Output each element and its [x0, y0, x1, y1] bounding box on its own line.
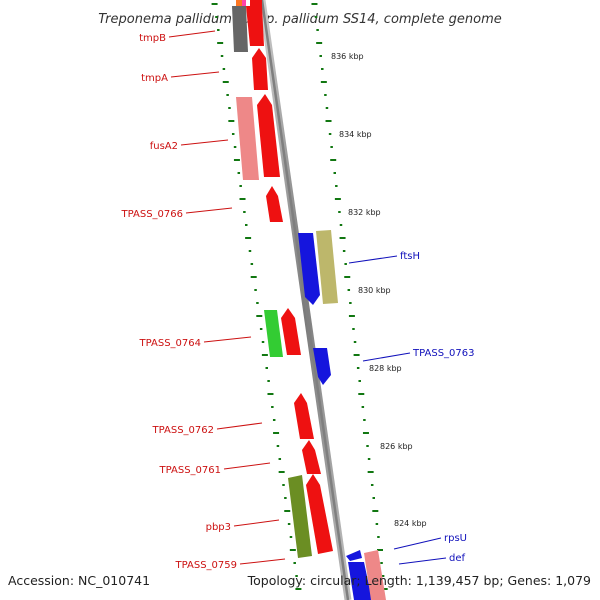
- leader-TPASS_0761: [223, 462, 271, 470]
- edge-feature-red: [250, 0, 262, 7]
- gene-tmpA[interactable]: [252, 48, 268, 90]
- gene-TPASS_0766[interactable]: [266, 186, 283, 222]
- gene-TPASS_0762[interactable]: [294, 393, 314, 439]
- scale-label-824: 824 kbp: [394, 519, 427, 528]
- scale-labels: 836 kbp 834 kbp 832 kbp 830 kbp 828 kbp …: [331, 52, 427, 528]
- leader-fusA2: [180, 139, 229, 146]
- label-TPASS_0762[interactable]: TPASS_0762: [152, 425, 214, 436]
- leader-pbp3: [233, 519, 280, 527]
- gene-TPASS_0763[interactable]: [313, 348, 331, 385]
- label-pbp3[interactable]: pbp3: [206, 522, 231, 533]
- right-tick-track: [311, 3, 388, 590]
- gene-fusA2[interactable]: [257, 94, 280, 177]
- gene-pbp3[interactable]: [306, 474, 333, 554]
- leader-def: [398, 557, 447, 565]
- label-TPASS_0759[interactable]: TPASS_0759: [175, 560, 237, 571]
- gene-TPASS_0764-light[interactable]: [264, 310, 283, 357]
- leader-rpsU: [393, 537, 442, 550]
- scale-label-836: 836 kbp: [331, 52, 364, 61]
- gene-ftsH-light[interactable]: [316, 230, 338, 304]
- gene-pbp3-light[interactable]: [288, 475, 312, 558]
- genome-stats-text: Topology: circular; Length: 1,139,457 bp…: [247, 573, 591, 588]
- scale-label-832: 832 kbp: [348, 208, 381, 217]
- label-leaders: [168, 30, 447, 565]
- label-TPASS_0763[interactable]: TPASS_0763: [412, 348, 474, 359]
- gene-TPASS_0761[interactable]: [302, 440, 321, 474]
- gene-features: [232, 6, 386, 600]
- gene-TPASS_0764[interactable]: [281, 308, 301, 355]
- leader-TPASS_0763: [362, 352, 411, 362]
- gene-ftsH[interactable]: [298, 233, 320, 305]
- gene-rpsU[interactable]: [346, 550, 362, 561]
- label-ftsH[interactable]: ftsH: [400, 251, 420, 262]
- scale-label-830: 830 kbp: [358, 286, 391, 295]
- top-edge-features: [236, 0, 262, 7]
- leader-TPASS_0759: [239, 558, 286, 565]
- label-rpsU[interactable]: rpsU: [444, 533, 467, 544]
- gene-labels: tmpB tmpA fusA2 TPASS_0766 TPASS_0764 TP…: [121, 33, 475, 571]
- scale-label-826: 826 kbp: [380, 442, 413, 451]
- gene-tmpB[interactable]: [246, 6, 264, 46]
- leader-tmpA: [170, 71, 220, 78]
- left-tick-track: [211, 3, 302, 590]
- edge-feature-pink: [242, 0, 246, 7]
- edge-feature-orange: [236, 0, 242, 7]
- leader-tmpB: [168, 30, 216, 38]
- label-tmpB[interactable]: tmpB: [139, 33, 166, 44]
- label-fusA2[interactable]: fusA2: [150, 141, 178, 152]
- gene-fusA2-light[interactable]: [236, 97, 259, 180]
- genome-title: Treponema pallidum subsp. pallidum SS14,…: [98, 12, 502, 27]
- label-tmpA[interactable]: tmpA: [141, 73, 168, 84]
- label-TPASS_0764[interactable]: TPASS_0764: [139, 338, 201, 349]
- label-def[interactable]: def: [449, 553, 466, 564]
- gene-def[interactable]: [348, 562, 372, 600]
- gene-def-light[interactable]: [364, 550, 386, 600]
- gene-tmpB-light[interactable]: [232, 6, 248, 52]
- leader-TPASS_0766: [185, 207, 233, 214]
- accession-text: Accession: NC_010741: [8, 573, 151, 588]
- leader-TPASS_0764: [203, 336, 252, 343]
- genome-backbone-core: [260, 0, 350, 600]
- scale-label-828: 828 kbp: [369, 364, 402, 373]
- label-TPASS_0766[interactable]: TPASS_0766: [121, 209, 183, 220]
- scale-label-834: 834 kbp: [339, 130, 372, 139]
- label-TPASS_0761[interactable]: TPASS_0761: [159, 465, 221, 476]
- leader-TPASS_0762: [216, 422, 263, 430]
- leader-ftsH: [348, 255, 398, 264]
